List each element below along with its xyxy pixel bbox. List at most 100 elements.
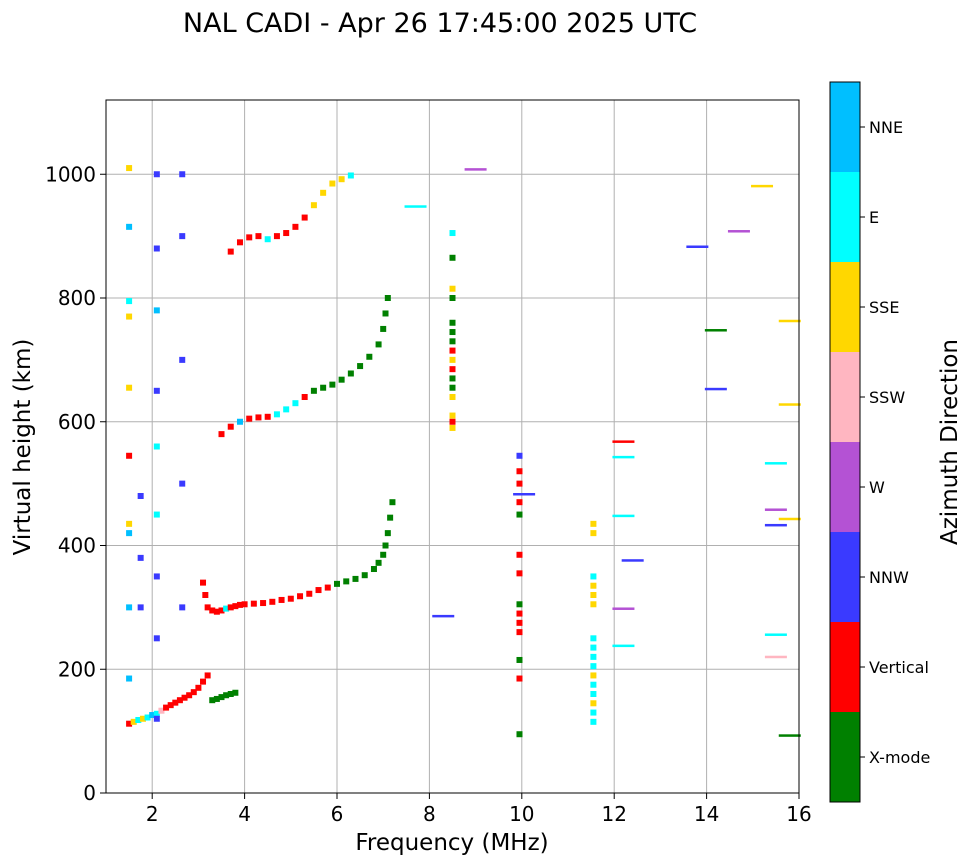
echo-point [449, 384, 456, 391]
echo-point [464, 168, 487, 171]
echo-point [186, 692, 193, 699]
echo-point [432, 614, 455, 618]
echo-point [516, 570, 523, 577]
echo-point [202, 592, 209, 598]
echo-point [153, 245, 160, 252]
echo-point [380, 551, 387, 558]
echo-point [283, 406, 290, 413]
echo-point [264, 413, 271, 420]
echo-point [449, 295, 456, 301]
echo-point [382, 542, 389, 549]
echo-point [352, 575, 359, 582]
echo-point [292, 400, 299, 407]
echo-point [179, 480, 186, 487]
echo-point [176, 697, 183, 704]
echo-point [255, 233, 262, 240]
colorbar-tick-label: SSW [869, 388, 905, 407]
echo-point [310, 387, 317, 394]
echo-point [181, 694, 188, 701]
echo-point [590, 520, 597, 527]
y-tick-label: 600 [58, 410, 96, 434]
echo-point [516, 511, 523, 518]
echo-point [236, 239, 243, 246]
echo-point [310, 202, 317, 209]
echo-point [126, 223, 133, 230]
echo-point [236, 601, 243, 608]
echo-point [366, 353, 373, 360]
echo-point [590, 672, 597, 679]
echo-point [375, 559, 382, 566]
echo-point [449, 285, 456, 292]
echo-point [329, 381, 336, 388]
echo-point [516, 601, 523, 608]
colorbar-segment [830, 712, 860, 802]
colorbar-segment [830, 352, 860, 442]
echo-point [190, 689, 197, 696]
echo-point [516, 610, 523, 617]
x-tick-label: 6 [331, 802, 344, 826]
echo-point [449, 366, 456, 373]
echo-point [449, 375, 456, 382]
echo-point [329, 180, 336, 187]
echo-point [590, 653, 597, 660]
x-axis-label: Frequency (MHz) [355, 830, 548, 856]
colorbar-tick-label: E [869, 208, 879, 227]
x-tick-label: 14 [694, 802, 719, 826]
y-tick-label: 200 [58, 657, 96, 681]
echo-point [590, 644, 597, 651]
echo-point [269, 598, 276, 605]
echo-point [236, 418, 243, 425]
echo-point [375, 341, 382, 348]
echo-point [590, 573, 597, 580]
echo-point [449, 356, 456, 363]
x-tick-label: 16 [786, 802, 811, 826]
echo-point [778, 734, 801, 737]
echo-point [516, 551, 523, 558]
colorbar-tick-label: NNW [869, 568, 909, 587]
echo-point [179, 604, 186, 611]
echo-point [301, 214, 308, 221]
grid-lines [106, 100, 800, 794]
echo-point [204, 672, 211, 679]
echo-point [209, 697, 216, 704]
echo-point [516, 656, 523, 663]
echo-point [778, 319, 801, 323]
x-tick-label: 8 [423, 802, 436, 826]
echo-point [361, 572, 368, 579]
echo-point [612, 440, 635, 443]
echo-marks [126, 165, 801, 738]
echo-point [241, 601, 248, 608]
echo-point [209, 607, 216, 614]
echo-point [153, 715, 160, 722]
echo-point [590, 709, 597, 716]
echo-point [751, 184, 774, 188]
echo-point [126, 675, 133, 682]
echo-point [449, 394, 456, 400]
echo-point [384, 295, 391, 301]
y-axis-ticks: 0 200 400 600 800 1000 [45, 162, 106, 805]
echo-point [338, 176, 345, 183]
azimuth-colorbar: X-mode Vertical NNW W SSW SSE E NNE [829, 81, 930, 803]
echo-point [516, 480, 523, 487]
echo-point [179, 171, 186, 178]
echo-point [250, 600, 257, 607]
echo-point [149, 712, 156, 719]
colorbar-segment [830, 172, 860, 262]
echo-point [227, 423, 234, 430]
echo-point [612, 644, 635, 648]
echo-point [343, 578, 350, 585]
echo-point [255, 414, 262, 421]
echo-point [246, 234, 253, 241]
echo-point [153, 710, 160, 717]
echo-point [153, 387, 160, 394]
y-tick-label: 0 [83, 781, 96, 805]
echo-point [764, 462, 787, 465]
colorbar-tick-label: W [869, 478, 885, 497]
echo-point [153, 171, 160, 178]
y-tick-label: 400 [58, 534, 96, 558]
echo-point [126, 313, 133, 320]
echo-point [516, 731, 523, 738]
echo-point [590, 681, 597, 688]
echo-point [297, 593, 304, 600]
colorbar-frame [829, 81, 861, 803]
